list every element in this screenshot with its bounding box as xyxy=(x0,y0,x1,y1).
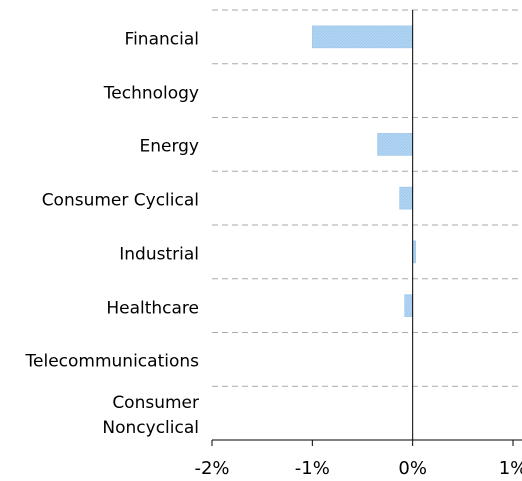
y-tick-label: Financial xyxy=(124,29,199,50)
y-tick-label: Technology xyxy=(103,83,199,104)
x-tick-label: -1% xyxy=(294,458,330,479)
x-tick-label: 1% xyxy=(498,458,522,479)
x-tick-label: -2% xyxy=(194,458,230,479)
bar xyxy=(312,25,413,49)
bar xyxy=(377,133,413,156)
y-tick-label: Industrial xyxy=(119,244,199,265)
y-tick-label: Telecommunications xyxy=(25,351,199,372)
y-tick-label: Consumer Noncyclical xyxy=(102,393,199,439)
bar xyxy=(404,294,413,317)
y-tick-label: Consumer Cyclical xyxy=(41,190,199,211)
y-tick-label: Energy xyxy=(139,136,199,157)
x-tick-label: 0% xyxy=(398,458,427,479)
y-tick-label: Healthcare xyxy=(106,298,199,319)
bar xyxy=(399,186,413,210)
